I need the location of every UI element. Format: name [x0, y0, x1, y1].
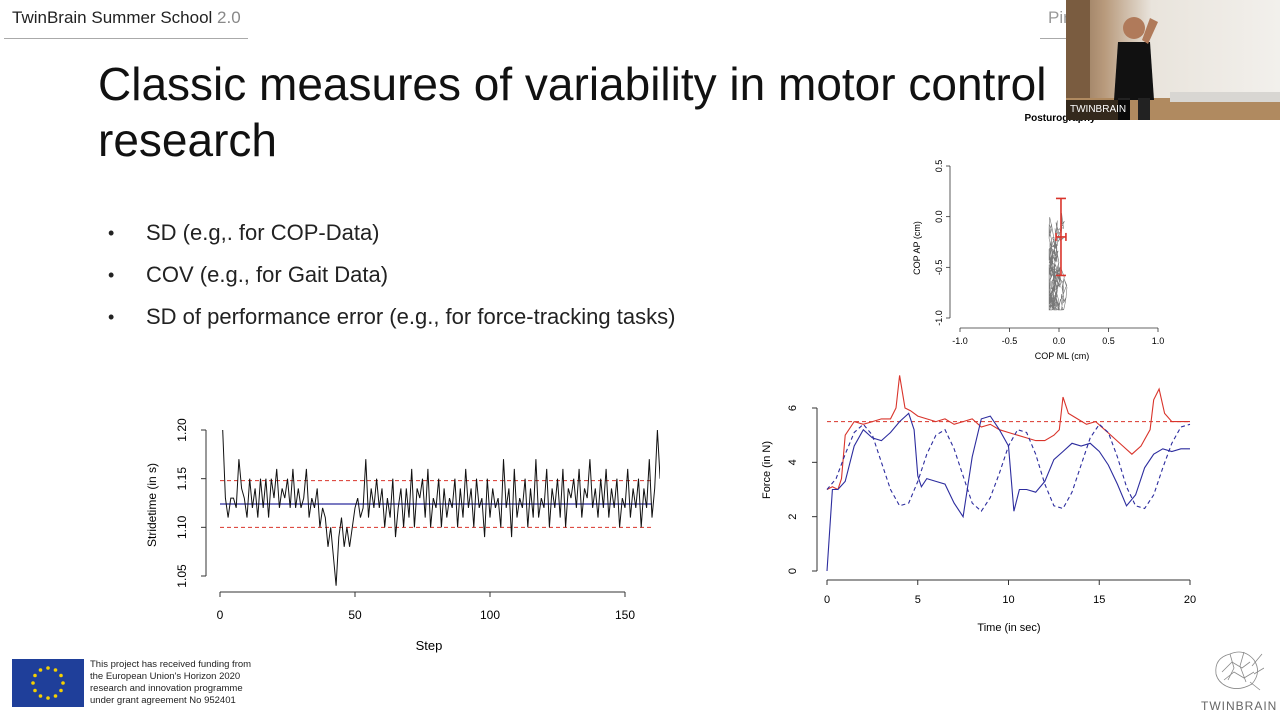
eu-star: [53, 668, 58, 672]
eu-star: [33, 673, 37, 678]
y-tick-label: 1.15: [175, 467, 189, 491]
y-axis-label: Stridetime (in s): [145, 463, 159, 547]
x-tick-label: 0: [217, 608, 224, 622]
stridetime-series-line: [222, 429, 660, 586]
stridetime-chart: Step Stridetime (in s) 0 50 100 150 1.05 1.10…: [145, 418, 660, 653]
x-tick-label: -0.5: [1002, 336, 1018, 346]
force-blue-series: [826, 412, 1190, 572]
x-tick-label: 100: [480, 608, 500, 622]
y-tick-label: -0.5: [934, 260, 944, 276]
x-tick-label: 0.5: [1102, 336, 1115, 346]
funding-notice: This project has received funding from t…: [90, 659, 260, 707]
x-tick-label: 20: [1184, 594, 1196, 606]
header-right-fragment: Pir: [1048, 8, 1069, 27]
header-version: 2.0: [217, 8, 241, 27]
y-tick-label: 1.10: [175, 515, 189, 539]
x-tick-label: 50: [348, 608, 362, 622]
video-label: TWINBRAIN: [1066, 100, 1131, 120]
y-tick-label: 0: [787, 568, 799, 574]
eu-star: [46, 696, 50, 700]
y-tick-label: 6: [787, 405, 799, 411]
force-tracking-chart: Time (in sec) Force (in N) 0 5 10 15 20 0 2 4 6: [761, 375, 1196, 634]
y-axis-label: Force (in N): [761, 441, 773, 499]
x-axis-label: Step: [416, 638, 443, 653]
y-axis-label: COP AP (cm): [912, 221, 922, 275]
y-tick-label: 1.05: [175, 564, 189, 588]
header-underline-right: [1040, 38, 1068, 39]
slide-title: Classic measures of variability in motor…: [98, 58, 1047, 166]
twinbrain-logo-text: TWINBRAIN: [1201, 699, 1278, 713]
posturography-chart: Posturography COP ML (cm) COP AP (cm) -1…: [912, 113, 1165, 361]
force-red-series: [826, 375, 1190, 491]
eu-star: [59, 673, 63, 678]
funding-line: research and innovation programme: [90, 683, 243, 694]
eu-flag-logo: [12, 659, 84, 707]
eu-star: [38, 694, 43, 698]
eu-star: [46, 666, 50, 670]
x-tick-label: 5: [915, 594, 921, 606]
twinbrain-brain-icon: [1215, 651, 1264, 691]
y-tick-label: -1.0: [934, 310, 944, 326]
chart-title: Posturography: [1024, 113, 1096, 124]
bullet-item: SD of performance error (e.g., for force…: [108, 296, 675, 338]
x-tick-label: 15: [1093, 594, 1105, 606]
bullet-list: SD (e.g,. for COP-Data) COV (e.g., for G…: [108, 212, 675, 338]
x-tick-label: 0: [824, 594, 830, 606]
eu-star: [59, 688, 63, 693]
x-tick-label: 150: [615, 608, 635, 622]
eu-star: [31, 681, 35, 685]
bullet-item: COV (e.g., for Gait Data): [108, 254, 675, 296]
y-tick-label: 2: [787, 514, 799, 520]
speaker-video-feed: TWINBRAIN: [1066, 0, 1280, 120]
eu-star: [61, 681, 65, 685]
y-tick-label: 4: [787, 459, 799, 465]
x-tick-label: 0.0: [1053, 336, 1066, 346]
header-title-text: TwinBrain Summer School: [12, 8, 213, 27]
funding-line: under grant agreement No 952401: [90, 695, 236, 706]
x-axis-label: COP ML (cm): [1035, 351, 1090, 361]
y-tick-label: 0.5: [934, 160, 944, 173]
eu-star: [38, 668, 43, 672]
x-tick-label: 10: [1002, 594, 1014, 606]
force-target-dashed-series: [826, 423, 1191, 513]
funding-line: This project has received funding from: [90, 659, 252, 670]
eu-stars-icon: [31, 666, 65, 700]
y-tick-label: 0.0: [934, 210, 944, 223]
eu-star: [33, 688, 37, 693]
x-axis-label: Time (in sec): [977, 622, 1040, 634]
eu-star: [53, 694, 58, 698]
x-tick-label: 1.0: [1152, 336, 1165, 346]
bullet-item: SD (e.g,. for COP-Data): [108, 212, 675, 254]
sway-trace: [1048, 213, 1068, 311]
funding-line: the European Union's Horizon 2020: [90, 671, 241, 682]
header-underline-left: [4, 38, 248, 39]
x-tick-label: -1.0: [952, 336, 968, 346]
y-tick-label: 1.20: [175, 418, 189, 442]
slide-header-title: TwinBrain Summer School 2.0: [12, 8, 241, 28]
